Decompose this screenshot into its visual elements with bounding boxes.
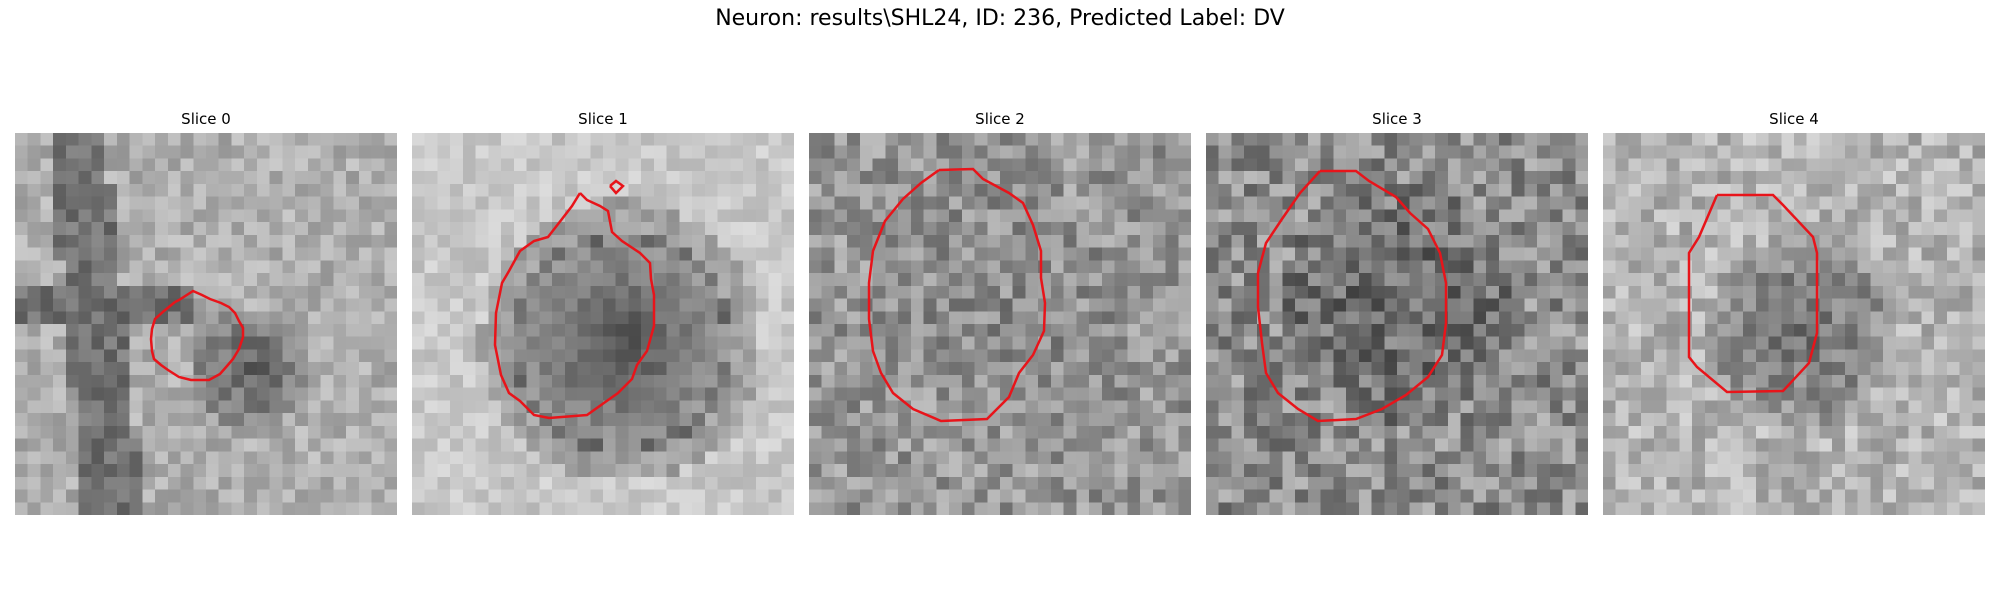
slice-title-1: Slice 1	[578, 110, 628, 128]
slice-image-2	[809, 133, 1191, 515]
slice-panel-1: Slice 1	[412, 108, 794, 515]
slice-title-0: Slice 0	[181, 110, 231, 128]
slice-title-3: Slice 3	[1372, 110, 1422, 128]
slice-panel-2: Slice 2	[809, 108, 1191, 515]
roi-contour-2	[867, 167, 1047, 423]
slice-title-2: Slice 2	[975, 110, 1025, 128]
slice-panel-3: Slice 3	[1206, 108, 1588, 515]
roi-contour-0	[149, 289, 245, 382]
roi-contour-1	[493, 179, 656, 420]
slice-image-4	[1603, 133, 1985, 515]
slice-image-1	[412, 133, 794, 515]
slice-title-4: Slice 4	[1769, 110, 1819, 128]
figure-title: Neuron: results\SHL24, ID: 236, Predicte…	[715, 6, 1285, 31]
slice-image-0	[15, 133, 397, 515]
slice-panel-0: Slice 0	[15, 108, 397, 515]
roi-contour-4	[1687, 193, 1819, 394]
slice-panel-4: Slice 4	[1603, 108, 1985, 515]
roi-contour-3	[1256, 169, 1448, 423]
